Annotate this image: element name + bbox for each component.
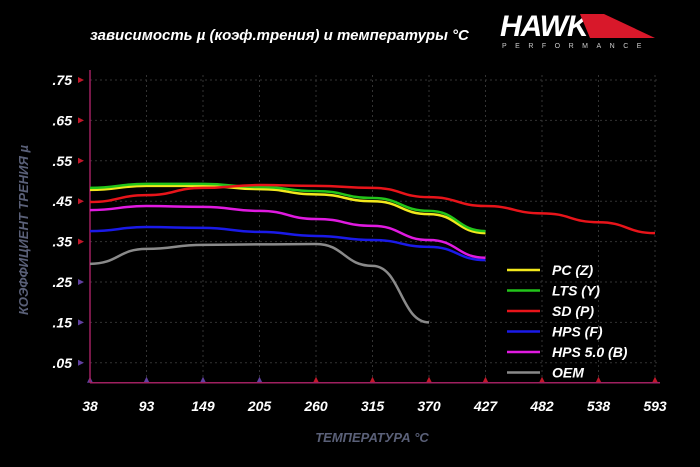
y-tick-label: .65 (53, 112, 73, 128)
x-tick-marker (200, 376, 206, 383)
legend-label: LTS (Y) (552, 283, 600, 299)
y-tick-marker (78, 279, 84, 285)
legend-label: SD (P) (552, 303, 594, 319)
x-tick-label: 260 (303, 398, 328, 414)
y-tick-label: .75 (53, 72, 73, 88)
x-tick-marker (539, 376, 545, 383)
y-tick-label: .25 (53, 274, 73, 290)
x-tick-label: 593 (643, 398, 667, 414)
x-tick-marker (482, 376, 489, 383)
x-tick-marker (369, 376, 376, 383)
y-axis-label: КОЭФФИЦИЕНТ ТРЕНИЯ µ (16, 145, 31, 315)
x-tick-label: 38 (82, 398, 98, 414)
x-tick-marker (595, 376, 602, 383)
x-tick-marker (313, 376, 319, 383)
svg-text:HAWK: HAWK (500, 10, 591, 43)
chart-title: зависимость µ (коэф.трения) и температур… (90, 27, 470, 44)
x-tick-label: 538 (587, 398, 611, 414)
x-tick-label: 315 (361, 398, 385, 414)
x-tick-marker (426, 376, 432, 383)
y-tick-label: .15 (53, 314, 73, 330)
x-tick-marker (143, 376, 150, 383)
x-axis-label: ТЕМПЕРАТУРА °С (315, 430, 429, 445)
y-tick-marker (78, 117, 84, 124)
y-tick-marker (78, 238, 84, 245)
x-tick-label: 93 (139, 398, 155, 414)
y-tick-marker (78, 359, 84, 366)
legend-label: PC (Z) (552, 262, 594, 278)
legend-label: HPS (F) (552, 324, 603, 340)
y-tick-marker (78, 157, 84, 164)
x-tick-label: 205 (247, 398, 272, 414)
x-tick-label: 149 (191, 398, 215, 414)
series-line-4 (89, 204, 486, 260)
y-tick-label: .05 (53, 355, 73, 371)
series-line-1 (89, 182, 486, 233)
y-tick-label: .55 (53, 153, 73, 169)
y-tick-label: .45 (53, 193, 73, 209)
hawk-logo: HAWK PERFORMANCE (500, 10, 655, 50)
x-tick-marker (652, 376, 658, 383)
legend-label: HPS 5.0 (B) (552, 344, 628, 360)
y-tick-marker (78, 77, 84, 83)
svg-text:PERFORMANCE: PERFORMANCE (502, 43, 650, 50)
x-tick-label: 482 (529, 398, 554, 414)
series-line-2 (89, 183, 656, 235)
legend-label: OEM (552, 365, 584, 381)
x-tick-marker (256, 376, 263, 383)
x-tick-label: 370 (417, 398, 441, 414)
series-line-5 (89, 242, 430, 324)
series-line-3 (89, 225, 486, 262)
y-tick-marker (78, 319, 84, 326)
y-tick-label: .35 (53, 234, 73, 250)
y-tick-marker (78, 198, 84, 205)
series-line-0 (89, 184, 486, 235)
x-tick-label: 427 (473, 398, 499, 414)
